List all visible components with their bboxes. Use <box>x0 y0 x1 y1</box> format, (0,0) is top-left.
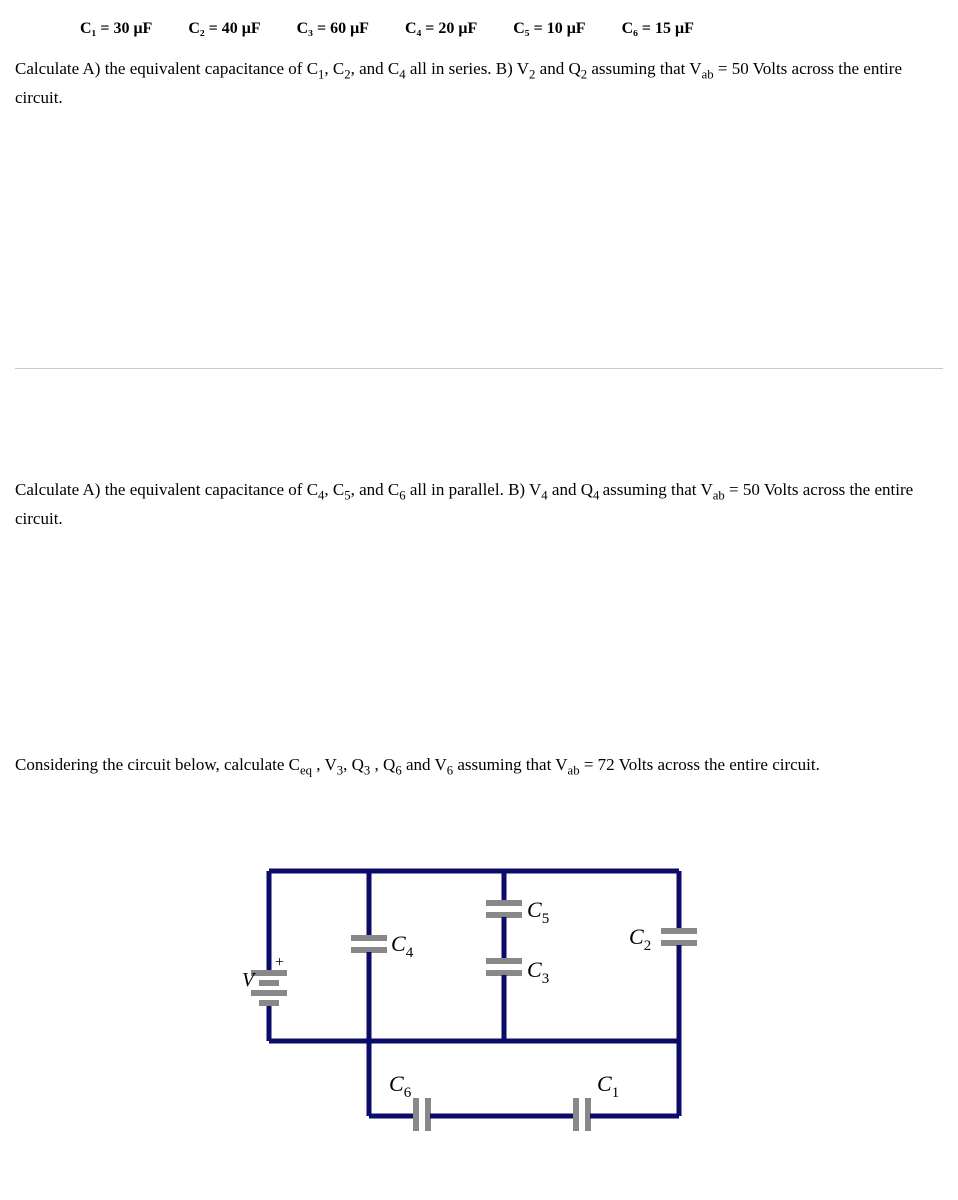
problem-2-text: Calculate A) the equivalent capacitance … <box>15 477 943 541</box>
circuit-diagram-container: V + C4 C5 <box>15 791 943 1131</box>
p2-t2: , and C <box>351 480 400 499</box>
p2-t0: Calculate A) the equivalent capacitance … <box>15 480 318 499</box>
c3-value: C₃ = 60 μF <box>297 20 369 37</box>
c2-value: C₂ = 40 μF <box>188 20 260 37</box>
c4-sub: 4 <box>406 945 414 961</box>
p3-t3: , Q <box>370 755 395 774</box>
problem-3-section: Considering the circuit below, calculate… <box>15 737 943 1131</box>
c1-value: C₁ = 30 μF <box>80 20 152 37</box>
given-values: C₁ = 30 μF C₂ = 40 μF C₃ = 60 μF C₄ = 20… <box>15 20 943 56</box>
circuit-diagram: V + C4 C5 <box>239 841 719 1131</box>
p3-t4: and V <box>402 755 447 774</box>
c3-label: C <box>527 957 542 982</box>
c5-value: C₅ = 10 μF <box>513 20 585 37</box>
p2-s5: 4 <box>593 488 603 502</box>
svg-text:C2: C2 <box>629 924 651 954</box>
p1-t1: , C <box>324 59 344 78</box>
c4-label: C <box>391 931 406 956</box>
c4-value: C₄ = 20 μF <box>405 20 477 37</box>
p2-t3: all in parallel. B) V <box>406 480 542 499</box>
svg-text:C5: C5 <box>527 897 549 927</box>
capacitor-c2: C2 <box>629 871 697 1041</box>
c6-sub: 6 <box>404 1085 412 1101</box>
p3-t6: = 72 Volts across the entire circuit. <box>580 755 820 774</box>
svg-text:C6: C6 <box>389 1071 412 1101</box>
voltage-source: V + <box>242 871 287 1041</box>
svg-text:C4: C4 <box>391 931 414 961</box>
problem-1-section: Calculate A) the equivalent capacitance … <box>15 56 943 368</box>
p1-t5: assuming that V <box>587 59 701 78</box>
p1-s6: ab <box>702 67 714 81</box>
capacitor-c4: C4 <box>351 871 414 1041</box>
problem-3-text: Considering the circuit below, calculate… <box>15 752 943 791</box>
p2-s6: ab <box>713 488 725 502</box>
c5-sub: 5 <box>542 911 550 927</box>
p2-t4: and Q <box>548 480 593 499</box>
p3-t2: , Q <box>343 755 364 774</box>
problem-2-section: Calculate A) the equivalent capacitance … <box>15 477 943 737</box>
c2-label: C <box>629 924 644 949</box>
p1-t4: and Q <box>535 59 580 78</box>
p3-t1: , V <box>312 755 337 774</box>
c3-sub: 3 <box>542 971 550 987</box>
problem-1-text: Calculate A) the equivalent capacitance … <box>15 56 943 120</box>
svg-text:+: + <box>275 954 284 971</box>
capacitor-c5: C5 <box>486 871 549 959</box>
p3-s0: eq <box>300 763 312 777</box>
c5-label: C <box>527 897 542 922</box>
p1-t0: Calculate A) the equivalent capacitance … <box>15 59 318 78</box>
capacitor-c6: C6 <box>389 1071 428 1131</box>
p2-t1: , C <box>324 480 344 499</box>
svg-text:C1: C1 <box>597 1071 619 1101</box>
p2-t5: assuming that V <box>603 480 713 499</box>
c2-sub: 2 <box>644 938 652 954</box>
c6-label: C <box>389 1071 404 1096</box>
p3-t5: assuming that V <box>453 755 567 774</box>
p3-t0: Considering the circuit below, calculate… <box>15 755 300 774</box>
capacitor-c3: C3 <box>486 957 549 1041</box>
capacitor-c1: C1 <box>576 1071 619 1131</box>
p3-s5: ab <box>568 763 580 777</box>
c1-label: C <box>597 1071 612 1096</box>
p1-t3: all in series. B) V <box>406 59 529 78</box>
c6-value: C₆ = 15 μF <box>622 20 694 37</box>
p1-t2: , and C <box>351 59 400 78</box>
c1-sub: 1 <box>612 1085 620 1101</box>
svg-text:C3: C3 <box>527 957 549 987</box>
